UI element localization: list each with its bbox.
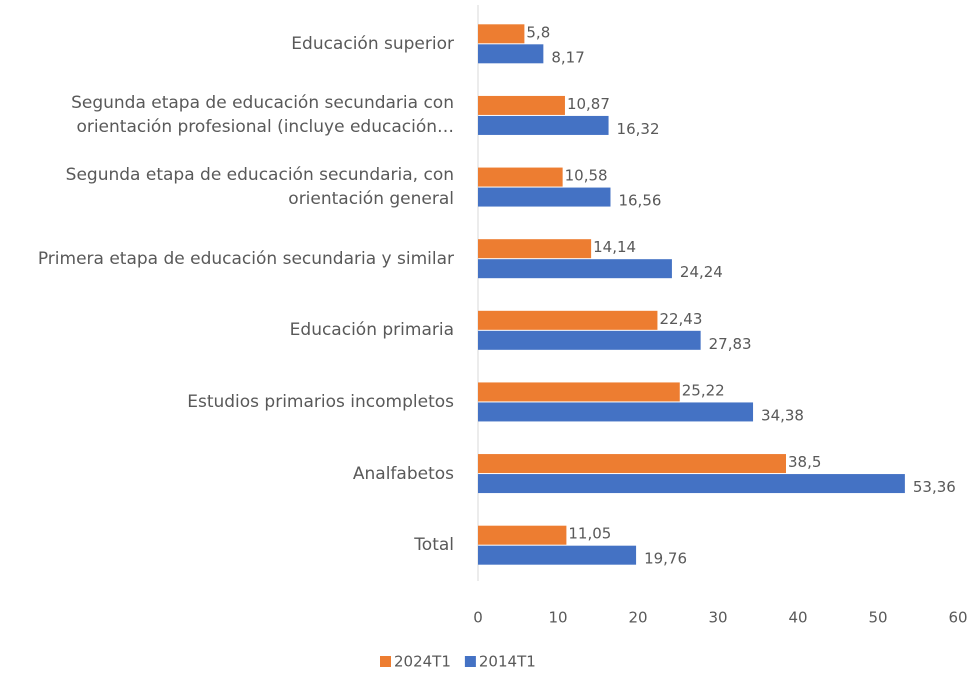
bar xyxy=(478,44,544,64)
data-label: 34,38 xyxy=(761,406,804,424)
data-label: 38,5 xyxy=(788,453,821,471)
data-label: 24,24 xyxy=(680,263,723,281)
data-label: 8,17 xyxy=(551,48,584,66)
bar xyxy=(478,454,786,474)
category-label: Segunda etapa de educación secundaria, c… xyxy=(65,165,454,210)
x-tick-label: 40 xyxy=(788,609,807,627)
bar xyxy=(478,474,905,494)
data-label: 27,83 xyxy=(709,335,752,353)
bar xyxy=(478,95,565,115)
bar xyxy=(478,310,658,330)
bar xyxy=(478,525,567,545)
bar xyxy=(478,330,701,350)
data-label: 10,58 xyxy=(565,167,608,185)
data-label: 19,76 xyxy=(644,550,687,568)
legend-swatch xyxy=(380,656,391,667)
category-label: Segunda etapa de educación secundaria co… xyxy=(71,93,454,138)
category-label: Analfabetos xyxy=(352,463,454,484)
data-label: 25,22 xyxy=(682,381,725,399)
category-label: Primera etapa de educación secundaria y … xyxy=(37,248,454,269)
data-label: 14,14 xyxy=(593,238,636,256)
data-label: 16,32 xyxy=(617,120,660,138)
x-tick-label: 20 xyxy=(628,609,647,627)
category-label: Educación superior xyxy=(291,33,454,54)
bar xyxy=(478,382,680,402)
data-label: 22,43 xyxy=(659,310,702,328)
x-tick-label: 0 xyxy=(473,609,483,627)
data-label: 16,56 xyxy=(618,192,661,210)
data-label: 10,87 xyxy=(567,95,610,113)
bar xyxy=(478,259,672,279)
category-label: Total xyxy=(414,535,454,556)
legend-label: 2014T1 xyxy=(479,653,536,671)
bar xyxy=(478,402,754,422)
bar xyxy=(478,24,525,44)
bar xyxy=(478,167,563,187)
category-label: Estudios primarios incompletos xyxy=(187,391,454,412)
data-label: 5,8 xyxy=(526,23,550,41)
x-tick-label: 10 xyxy=(548,609,567,627)
category-label: Educación primaria xyxy=(289,320,454,341)
bar xyxy=(478,115,609,135)
x-tick-label: 60 xyxy=(948,609,967,627)
legend-swatch xyxy=(464,656,476,667)
bar xyxy=(478,545,637,565)
bar xyxy=(478,239,592,259)
x-tick-label: 30 xyxy=(708,609,727,627)
data-label: 53,36 xyxy=(913,478,956,496)
data-label: 11,05 xyxy=(568,525,611,543)
bar xyxy=(478,187,611,207)
legend-label: 2024T1 xyxy=(394,653,451,671)
x-tick-label: 50 xyxy=(868,609,887,627)
